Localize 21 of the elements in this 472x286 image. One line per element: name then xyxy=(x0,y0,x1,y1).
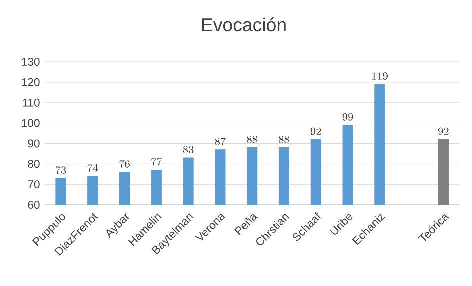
chart-title: Evocación xyxy=(202,18,286,32)
data-label: 88 xyxy=(279,136,290,144)
data-label: 83 xyxy=(183,146,194,154)
data-label: 76 xyxy=(120,160,130,168)
data-label: 92 xyxy=(310,128,322,136)
data-label: 99 xyxy=(342,114,354,121)
y-tick-label: 100 xyxy=(22,119,40,128)
data-label: 87 xyxy=(215,138,226,146)
y-tick-label: 80 xyxy=(28,160,40,168)
y-tick-label: 70 xyxy=(28,180,40,189)
data-label: 119 xyxy=(372,72,388,80)
data-label: 88 xyxy=(247,136,258,144)
y-tick-label: 130 xyxy=(22,58,40,66)
y-tick-label: 120 xyxy=(22,78,40,86)
data-label: 92 xyxy=(438,128,449,136)
data-label: 73 xyxy=(56,166,66,174)
data-label: 74 xyxy=(88,164,98,172)
y-tick-label: 90 xyxy=(28,140,40,148)
data-label: 77 xyxy=(152,158,162,166)
y-tick-label: 60 xyxy=(28,200,40,209)
y-tick-label: 110 xyxy=(23,98,40,107)
